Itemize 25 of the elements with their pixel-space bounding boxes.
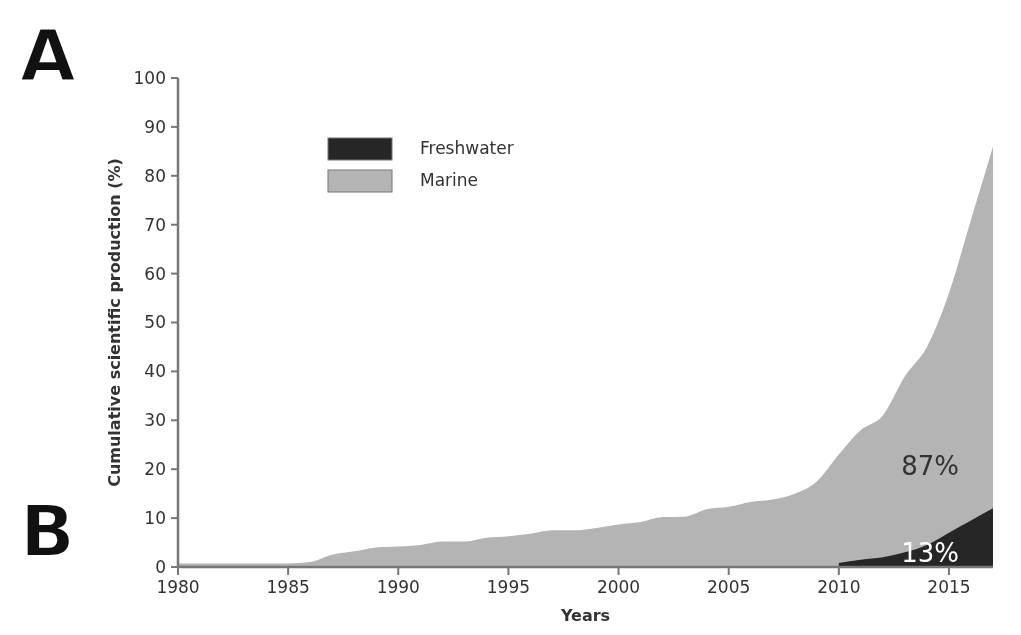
legend-label: Marine bbox=[420, 170, 479, 190]
annotation: 13% bbox=[901, 538, 959, 569]
y-tick-label: 10 bbox=[144, 508, 166, 529]
y-tick-label: 70 bbox=[144, 214, 166, 235]
y-tick-label: 60 bbox=[144, 263, 166, 284]
x-tick-label: 2015 bbox=[927, 577, 971, 597]
y-tick-label: 40 bbox=[144, 361, 166, 382]
y-tick-label: 0 bbox=[155, 556, 166, 577]
x-tick-label: 2010 bbox=[817, 577, 861, 597]
x-tick-label: 2000 bbox=[596, 577, 641, 597]
y-tick-label: 100 bbox=[133, 67, 166, 88]
x-tick-label: 2005 bbox=[707, 577, 751, 597]
y-tick-label: 20 bbox=[144, 459, 166, 480]
x-tick-label: 1985 bbox=[266, 577, 310, 597]
y-tick-label: 80 bbox=[144, 165, 166, 186]
x-axis-title: Years bbox=[559, 606, 611, 625]
y-tick-label: 90 bbox=[144, 116, 166, 137]
legend-label: Freshwater bbox=[420, 138, 514, 158]
x-tick-label: 1980 bbox=[156, 577, 200, 597]
x-tick-label: 1995 bbox=[486, 577, 531, 597]
y-axis-title: Cumulative scientific production (%) bbox=[105, 158, 124, 487]
y-tick-label: 30 bbox=[144, 410, 166, 431]
annotation: 87% bbox=[901, 451, 959, 482]
x-tick-label: 1990 bbox=[376, 577, 420, 597]
y-tick-label: 50 bbox=[144, 312, 166, 333]
